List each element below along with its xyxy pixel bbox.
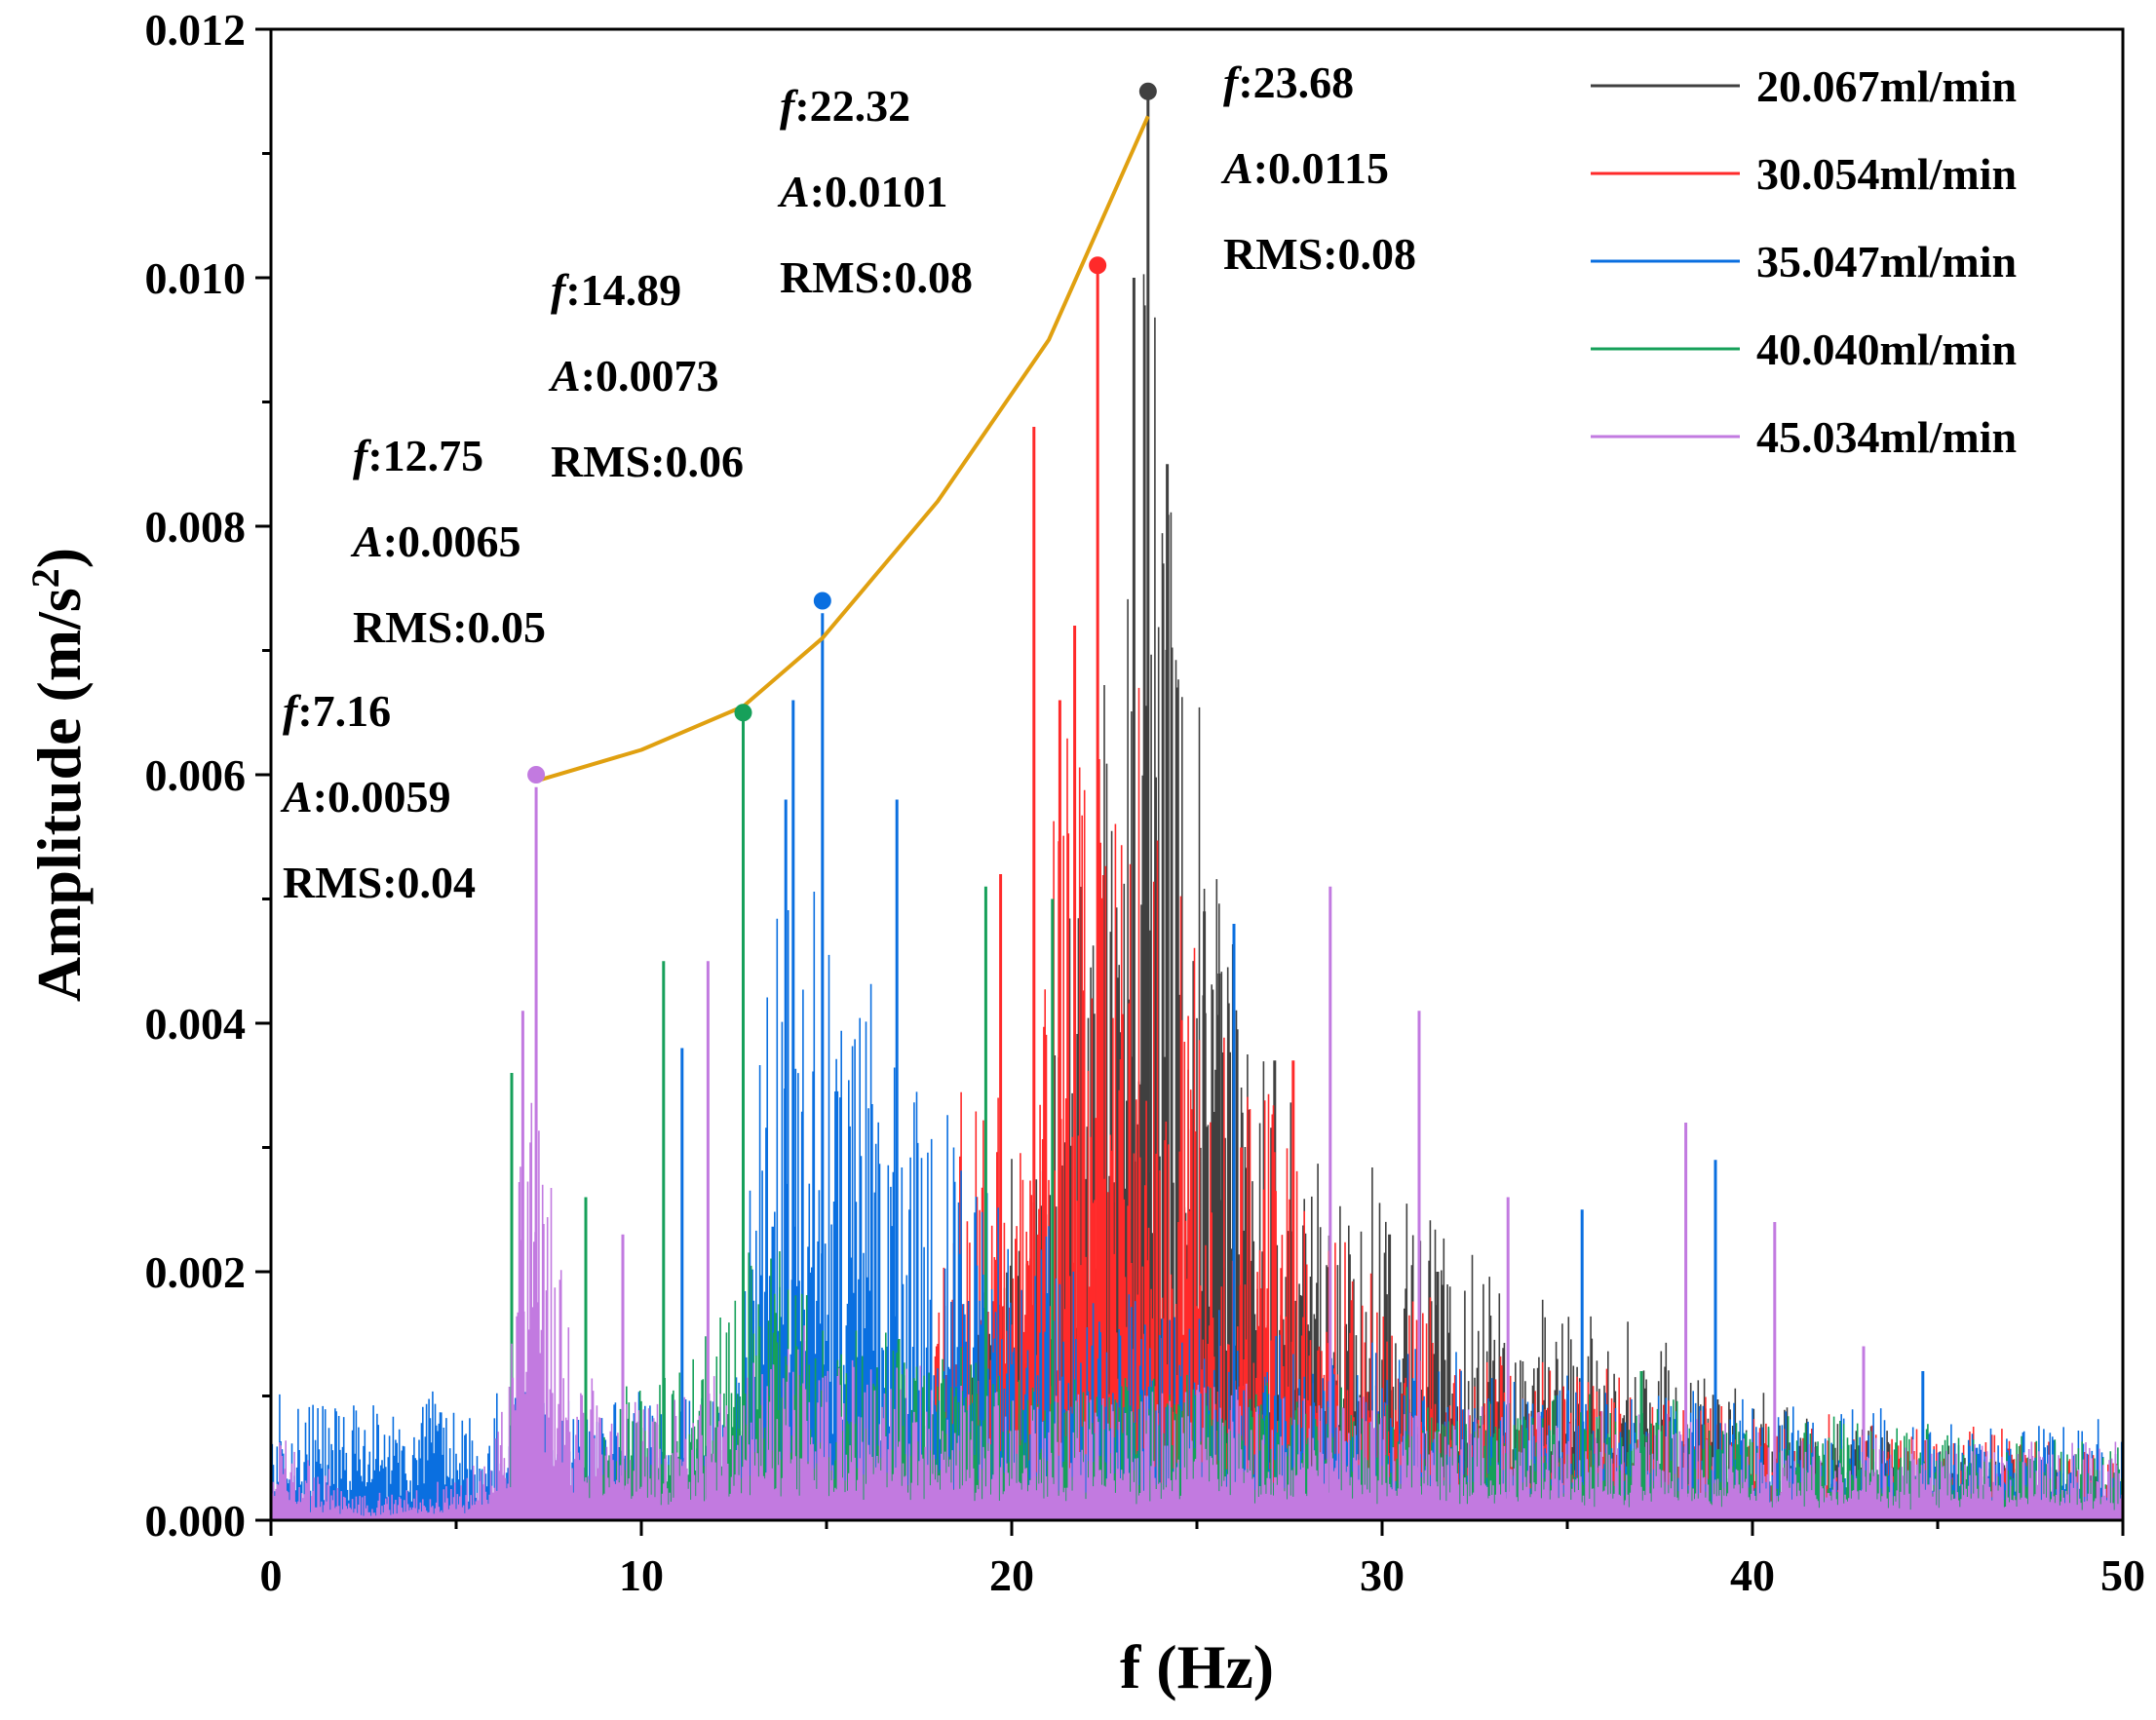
peak-annotation-1: f:12.75 A:0.0065 RMS:0.05 <box>350 431 546 652</box>
peak-trend-curve <box>535 115 1150 784</box>
y-tick-label-3: 0.006 <box>145 750 247 800</box>
series-45.034ml/min <box>270 786 2124 1520</box>
legend: 20.067ml/min 30.054ml/min 35.047ml/min 40.0… <box>1591 61 2017 462</box>
series-20.067ml/min <box>827 91 2124 1520</box>
axes-layer: 0 10 20 30 40 50 0.000 0.002 0.004 0.006 0.008 0.01… <box>145 5 2146 1600</box>
peak-annotation-0: f:7.16 A:0.0059 RMS:0.04 <box>280 686 476 907</box>
peak-annotations: f:7.16 A:0.0059 RMS:0.04 f:12.75 A:0.0065 RMS… <box>280 57 1416 907</box>
peak-trend-layer <box>535 115 1150 784</box>
peak-annotation-2: f:14.89 A:0.0073 RMS:0.06 <box>548 265 744 486</box>
peak-annotation-rms: RMS:0.08 <box>1223 229 1416 279</box>
peak-marker-3 <box>1089 256 1107 275</box>
legend-label: 30.054ml/min <box>1756 149 2017 199</box>
plot-content <box>270 91 2124 1520</box>
peak-marker-4 <box>1138 82 1157 100</box>
peak-annotation-frequency: f:7.16 <box>283 686 391 736</box>
y-tick-label-4: 0.008 <box>145 502 247 552</box>
peak-annotation-frequency: f:22.32 <box>780 81 910 131</box>
x-tick-label-0: 0 <box>260 1550 283 1600</box>
peak-annotation-4: f:23.68 A:0.0115 RMS:0.08 <box>1220 57 1416 279</box>
peak-annotation-3: f:22.32 A:0.0101 RMS:0.08 <box>777 81 973 302</box>
legend-label: 20.067ml/min <box>1756 61 2017 111</box>
legend-label: 45.034ml/min <box>1756 412 2017 462</box>
legend-item-2: 35.047ml/min <box>1591 237 2017 287</box>
y-axis-title-close: ) <box>24 548 94 568</box>
x-axis-title: f (Hz) <box>1120 1632 1274 1701</box>
y-axis-title: Amplitude (m/s2) <box>23 548 94 1002</box>
peak-markers-layer <box>527 82 1157 784</box>
peak-annotation-rms: RMS:0.05 <box>353 602 546 652</box>
legend-label: 35.047ml/min <box>1756 237 2017 287</box>
x-tick-label-5: 50 <box>2100 1550 2145 1600</box>
peak-marker-1 <box>734 704 752 722</box>
x-tick-label-4: 40 <box>1730 1550 1775 1600</box>
legend-item-0: 20.067ml/min <box>1591 61 2017 111</box>
peak-annotation-rms: RMS:0.08 <box>780 252 973 302</box>
peak-marker-0 <box>527 766 546 784</box>
peak-annotation-amplitude: A:0.0065 <box>350 516 521 566</box>
peak-annotation-amplitude: A:0.0059 <box>280 772 451 822</box>
y-tick-label-5: 0.010 <box>145 253 247 303</box>
peak-annotation-amplitude: A:0.0073 <box>548 351 719 401</box>
peak-annotation-rms: RMS:0.06 <box>551 437 744 486</box>
x-tick-label-2: 20 <box>989 1550 1034 1600</box>
legend-item-3: 40.040ml/min <box>1591 325 2017 374</box>
legend-item-4: 45.034ml/min <box>1591 412 2017 462</box>
y-tick-label-2: 0.004 <box>145 999 247 1049</box>
peak-annotation-frequency: f:23.68 <box>1223 57 1354 107</box>
y-tick-label-1: 0.002 <box>145 1247 247 1297</box>
x-tick-label-3: 30 <box>1360 1550 1405 1600</box>
peak-marker-2 <box>813 592 831 610</box>
peak-annotation-amplitude: A:0.0101 <box>777 167 948 216</box>
peak-annotation-frequency: f:12.75 <box>353 431 483 480</box>
peak-annotation-frequency: f:14.89 <box>551 265 681 315</box>
legend-label: 40.040ml/min <box>1756 325 2017 374</box>
y-axis-title-sup: 2 <box>23 568 67 588</box>
peak-annotation-amplitude: A:0.0115 <box>1220 143 1389 193</box>
x-tick-label-1: 10 <box>619 1550 664 1600</box>
legend-item-1: 30.054ml/min <box>1591 149 2017 199</box>
y-tick-label-0: 0.000 <box>145 1496 247 1546</box>
y-tick-label-6: 0.012 <box>145 5 247 55</box>
y-axis-title-main: Amplitude (m/s <box>24 588 94 1002</box>
peak-annotation-rms: RMS:0.04 <box>283 858 476 907</box>
